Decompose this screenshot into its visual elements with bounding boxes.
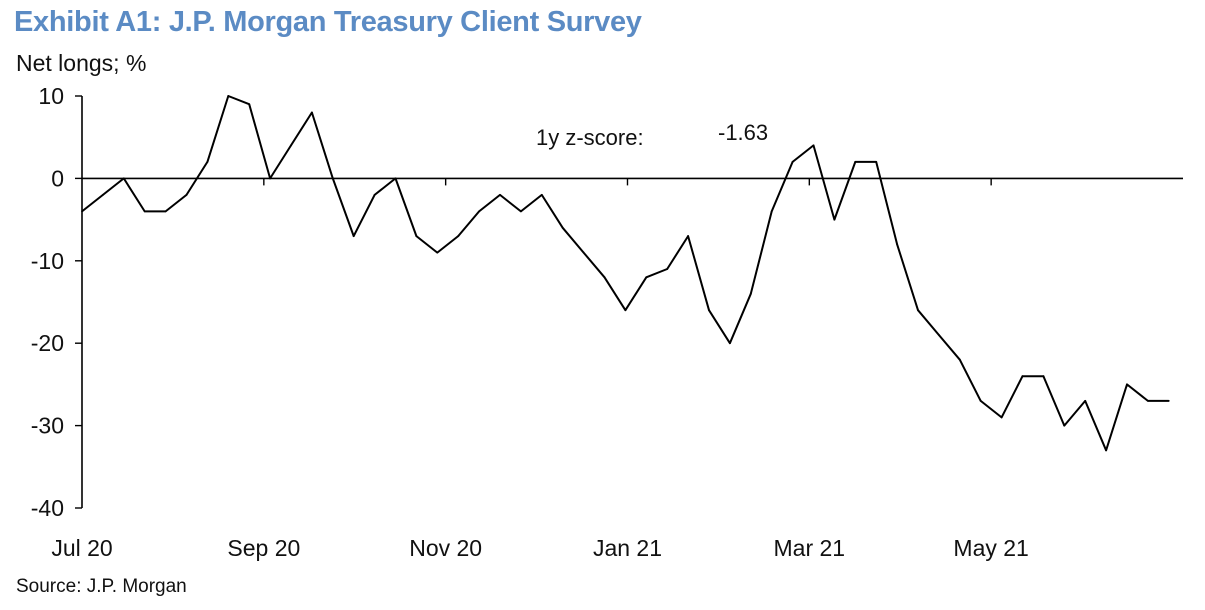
data-point xyxy=(394,177,397,180)
data-point xyxy=(1105,449,1107,452)
data-point xyxy=(979,399,982,402)
data-point xyxy=(520,210,522,213)
data-point xyxy=(1147,399,1149,402)
data-point xyxy=(143,210,146,213)
data-point xyxy=(499,193,501,196)
z-score-value: -1.63 xyxy=(718,120,768,145)
data-point xyxy=(582,251,585,254)
data-point xyxy=(749,292,752,295)
data-point xyxy=(645,276,648,279)
data-point xyxy=(791,161,794,163)
data-point xyxy=(1021,375,1024,378)
data-point xyxy=(729,342,731,345)
data-point xyxy=(185,193,188,196)
data-point xyxy=(352,235,355,237)
data-point xyxy=(290,144,292,147)
data-point xyxy=(708,309,710,312)
data-point xyxy=(687,235,689,237)
data-point xyxy=(603,276,606,279)
data-point xyxy=(1042,375,1045,378)
data-point xyxy=(206,161,209,163)
data-point xyxy=(666,268,669,270)
x-tick-label: Sep 20 xyxy=(227,535,300,561)
data-point xyxy=(896,243,898,246)
data-point xyxy=(561,226,564,229)
data-point xyxy=(854,161,857,163)
data-point xyxy=(248,103,251,106)
y-tick-label: -40 xyxy=(31,495,64,521)
data-point xyxy=(938,334,940,336)
data-point xyxy=(1000,416,1003,419)
y-tick-labels: 10 0 -10 -20 -30 -40 xyxy=(31,83,64,521)
x-tick-labels: Jul 20 Sep 20 Nov 20 Jan 21 Mar 21 May 21 xyxy=(51,535,1029,561)
x-tick-label: Jan 21 xyxy=(593,535,662,561)
y-tick-label: 0 xyxy=(51,165,64,191)
data-point xyxy=(1084,399,1087,402)
data-point xyxy=(812,144,815,147)
y-tick-label: -20 xyxy=(31,330,64,356)
data-point xyxy=(436,251,439,254)
data-point xyxy=(311,111,313,114)
data-point xyxy=(81,210,83,213)
y-tick-label: -30 xyxy=(31,413,64,439)
data-point xyxy=(373,193,376,196)
data-point xyxy=(833,218,836,221)
data-point xyxy=(1167,399,1170,402)
data-point xyxy=(102,193,104,196)
data-point xyxy=(122,177,125,180)
x-tick-label: May 21 xyxy=(953,535,1028,561)
data-point xyxy=(457,235,460,237)
chart-title: Exhibit A1: J.P. Morgan Treasury Client … xyxy=(14,6,642,38)
data-point xyxy=(164,210,167,213)
data-point xyxy=(415,235,418,237)
source-note: Source: J.P. Morgan xyxy=(16,576,187,597)
data-point xyxy=(227,95,230,97)
data-point xyxy=(770,210,773,213)
y-axis-unit-label: Net longs; % xyxy=(16,50,147,76)
x-tick-label: Mar 21 xyxy=(774,535,846,561)
x-tick-label: Nov 20 xyxy=(409,535,482,561)
x-tick-label: Jul 20 xyxy=(51,535,112,561)
data-point xyxy=(1126,383,1128,386)
y-tick-label: -10 xyxy=(31,248,64,274)
axes xyxy=(75,95,1183,509)
data-point xyxy=(331,177,334,180)
data-point xyxy=(917,309,919,312)
data-point xyxy=(958,358,961,361)
data-point xyxy=(624,309,627,312)
data-point xyxy=(478,210,480,213)
data-point xyxy=(269,177,271,180)
series-group xyxy=(81,95,1170,452)
y-tick-label: 10 xyxy=(38,83,64,109)
data-point xyxy=(540,193,543,196)
z-score-label: 1y z-score: xyxy=(536,125,644,150)
data-point xyxy=(875,161,878,163)
data-point xyxy=(1063,424,1066,427)
